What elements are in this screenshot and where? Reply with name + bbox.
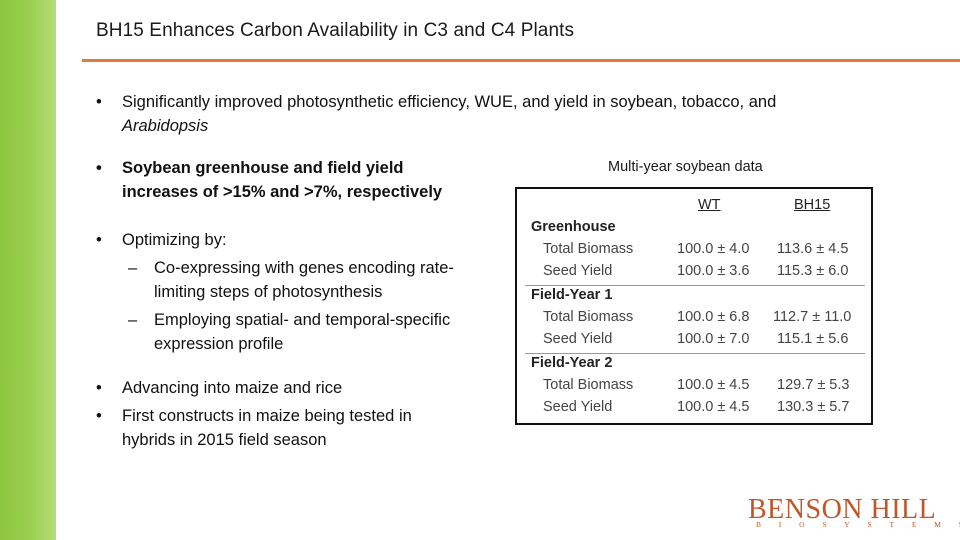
title-underline	[82, 59, 960, 62]
table-row: Total Biomass 100.0 ± 4.0 113.6 ± 4.5	[517, 239, 871, 261]
row-label: Seed Yield	[543, 331, 613, 347]
logo-wordmark: BENSON HILL	[748, 494, 937, 525]
benson-hill-logo: BENSON HILL BIOSYSTEMS	[748, 494, 960, 530]
column-header-bh15: BH15	[794, 197, 831, 213]
row-label: Total Biomass	[543, 241, 634, 257]
row-label: Total Biomass	[543, 309, 634, 325]
row-label: Total Biomass	[543, 377, 634, 393]
logo-subtitle: BIOSYSTEMS	[756, 520, 960, 529]
wt-value: 100.0 ± 4.5	[677, 377, 750, 393]
table-row: Seed Yield 100.0 ± 4.5 130.3 ± 5.7	[517, 397, 871, 419]
bullet-text: Significantly improved photosynthetic ef…	[122, 93, 777, 111]
group-divider	[525, 285, 865, 286]
bullet-dot: •	[96, 379, 102, 397]
bh15-value: 115.3 ± 6.0	[777, 263, 849, 279]
table-row: Seed Yield 100.0 ± 7.0 115.1 ± 5.6	[517, 329, 871, 351]
bh15-value: 115.1 ± 5.6	[777, 331, 849, 347]
bullet-text: Soybean greenhouse and field yield incre…	[122, 159, 443, 201]
row-label: Seed Yield	[543, 399, 613, 415]
column-header-wt: WT	[698, 197, 721, 213]
side-accent-bar	[0, 0, 56, 540]
group-label: Greenhouse	[531, 219, 616, 235]
group-label: Field-Year 1	[531, 287, 613, 303]
wt-value: 100.0 ± 3.6	[677, 263, 750, 279]
bh15-value: 130.3 ± 5.7	[777, 399, 850, 415]
group-label: Field-Year 2	[531, 355, 613, 371]
bullet-text: Optimizing by:	[122, 231, 227, 249]
sub-bullet-dash: –	[128, 311, 138, 329]
soybean-data-table: WT BH15 Greenhouse Total Biomass 100.0 ±…	[515, 187, 873, 425]
slide-title: BH15 Enhances Carbon Availability in C3 …	[96, 20, 575, 41]
bullet-italic-text: Arabidopsis	[122, 117, 209, 135]
wt-value: 100.0 ± 4.5	[677, 399, 750, 415]
sub-bullet-dash: –	[128, 259, 138, 277]
bh15-value: 113.6 ± 4.5	[777, 241, 849, 257]
bullet-dot: •	[96, 231, 102, 249]
sub-bullet-text: Employing spatial- and temporal-specific…	[154, 311, 451, 353]
bullet-dot: •	[96, 407, 102, 425]
wt-value: 100.0 ± 7.0	[677, 331, 750, 347]
row-label: Seed Yield	[543, 263, 613, 279]
bullet-dot: •	[96, 93, 102, 111]
bh15-value: 112.7 ± 11.0	[773, 309, 852, 325]
table-row: Total Biomass 100.0 ± 6.8 112.7 ± 11.0	[517, 307, 871, 329]
table-row: Seed Yield 100.0 ± 3.6 115.3 ± 6.0	[517, 261, 871, 283]
wt-value: 100.0 ± 6.8	[677, 309, 750, 325]
table-row: Total Biomass 100.0 ± 4.5 129.7 ± 5.3	[517, 375, 871, 397]
bullet-text: Advancing into maize and rice	[122, 379, 343, 397]
group-divider	[525, 353, 865, 354]
table-caption: Multi-year soybean data	[608, 159, 763, 175]
sub-bullet-text: Co-expressing with genes encoding rate-l…	[154, 259, 454, 301]
bullet-text: First constructs in maize being tested i…	[122, 407, 412, 449]
bullet-dot: •	[96, 159, 102, 177]
wt-value: 100.0 ± 4.0	[677, 241, 750, 257]
bh15-value: 129.7 ± 5.3	[777, 377, 850, 393]
